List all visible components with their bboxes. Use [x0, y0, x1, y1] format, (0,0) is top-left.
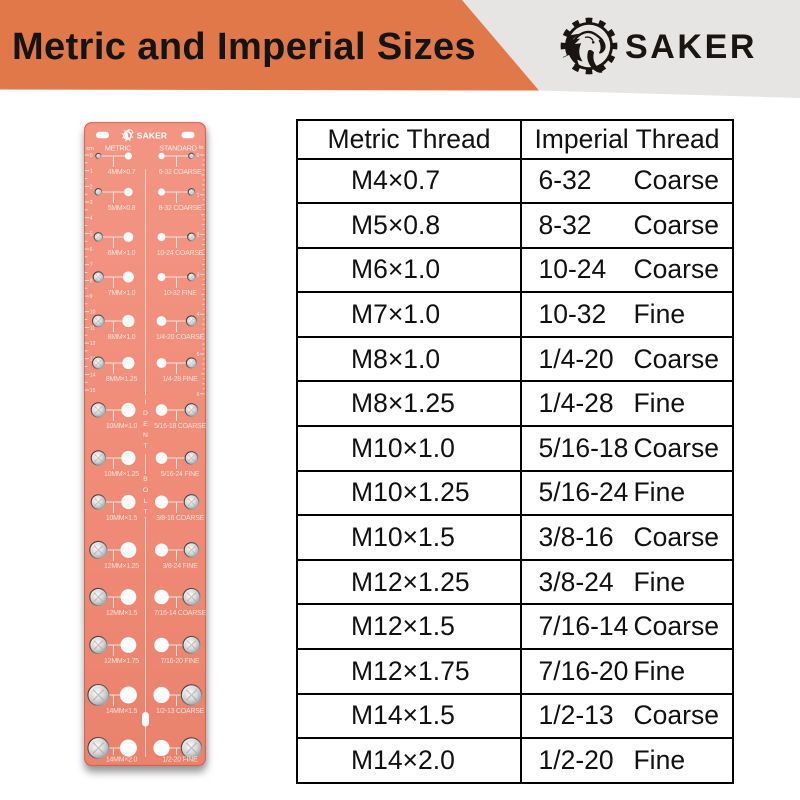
svg-text:5MM×0.8: 5MM×0.8	[108, 205, 136, 212]
svg-text:1/2-20 FINE: 1/2-20 FINE	[163, 757, 199, 764]
svg-text:8: 8	[90, 278, 93, 284]
svg-text:B: B	[143, 476, 148, 483]
svg-text:T: T	[143, 443, 147, 450]
svg-text:10: 10	[90, 310, 96, 316]
svg-text:3/8-16 COARSE: 3/8-16 COARSE	[156, 515, 205, 522]
svg-text:15: 15	[90, 388, 96, 394]
svg-text:0: 0	[197, 153, 200, 159]
svg-text:8MM×1.0: 8MM×1.0	[108, 334, 136, 341]
svg-text:5: 5	[197, 352, 200, 358]
svg-text:7: 7	[90, 263, 93, 269]
svg-text:5: 5	[90, 231, 93, 237]
svg-text:in: in	[199, 145, 204, 151]
svg-text:1: 1	[90, 169, 93, 175]
svg-text:5/16-24 FINE: 5/16-24 FINE	[161, 471, 200, 478]
svg-text:SAKER: SAKER	[137, 130, 167, 140]
svg-text:4: 4	[90, 216, 93, 222]
svg-text:8-32 COARSE: 8-32 COARSE	[159, 205, 202, 212]
svg-text:1: 1	[197, 193, 200, 199]
svg-text:3/8-24 FINE: 3/8-24 FINE	[163, 563, 199, 570]
svg-text:10MM×1.25: 10MM×1.25	[104, 471, 139, 478]
svg-text:12MM×1.25: 12MM×1.25	[104, 563, 139, 570]
svg-text:10MM×1.0: 10MM×1.0	[106, 423, 138, 430]
svg-text:4: 4	[197, 312, 200, 318]
svg-text:I: I	[145, 399, 147, 406]
svg-text:3: 3	[197, 272, 200, 278]
svg-text:I: I	[145, 454, 147, 461]
svg-text:2: 2	[90, 184, 93, 190]
svg-text:6MM×1.0: 6MM×1.0	[108, 250, 136, 257]
svg-text:10-24 COARSE: 10-24 COARSE	[157, 250, 204, 257]
svg-text:13: 13	[90, 357, 96, 363]
svg-text:L: L	[144, 498, 148, 505]
svg-text:METRIC: METRIC	[105, 144, 131, 153]
svg-text:6: 6	[197, 392, 200, 398]
svg-text:10MM×1.5: 10MM×1.5	[106, 515, 138, 522]
svg-text:0: 0	[90, 153, 93, 159]
svg-text:D: D	[143, 410, 148, 417]
svg-text:11: 11	[90, 325, 95, 331]
svg-text:6-32 COARSE: 6-32 COARSE	[159, 169, 202, 176]
svg-text:12MM×1.75: 12MM×1.75	[104, 658, 139, 665]
svg-text:7MM×1.0: 7MM×1.0	[108, 290, 136, 297]
svg-text:6: 6	[90, 247, 93, 253]
svg-text:N: N	[143, 432, 148, 439]
svg-text:cm: cm	[86, 146, 94, 152]
svg-text:14MM×1.5: 14MM×1.5	[106, 708, 138, 715]
svg-text:T: T	[143, 509, 147, 516]
svg-text:14: 14	[90, 372, 96, 378]
svg-text:5/16-18 COARSE: 5/16-18 COARSE	[154, 423, 206, 430]
svg-text:7/16-14 COARSE: 7/16-14 COARSE	[154, 610, 206, 617]
svg-text:4MM×0.7: 4MM×0.7	[108, 169, 136, 176]
svg-text:7/16-20 FINE: 7/16-20 FINE	[161, 658, 200, 665]
svg-text:9: 9	[90, 294, 93, 300]
svg-text:12MM×1.5: 12MM×1.5	[106, 610, 138, 617]
svg-text:8MM×1.25: 8MM×1.25	[106, 376, 138, 383]
svg-text:10-32 FINE: 10-32 FINE	[163, 290, 197, 297]
svg-text:O: O	[143, 487, 148, 494]
svg-text:1/2-13 COARSE: 1/2-13 COARSE	[156, 708, 205, 715]
svg-text:2: 2	[197, 233, 200, 239]
svg-text:12: 12	[90, 341, 96, 347]
svg-text:3: 3	[90, 200, 93, 206]
svg-text:1/4-20 COARSE: 1/4-20 COARSE	[156, 334, 205, 341]
svg-text:STANDARD: STANDARD	[159, 144, 196, 153]
svg-text:1/4-28 FINE: 1/4-28 FINE	[163, 376, 199, 383]
svg-text:14MM×2.0: 14MM×2.0	[106, 757, 138, 764]
svg-text:E: E	[143, 421, 148, 428]
